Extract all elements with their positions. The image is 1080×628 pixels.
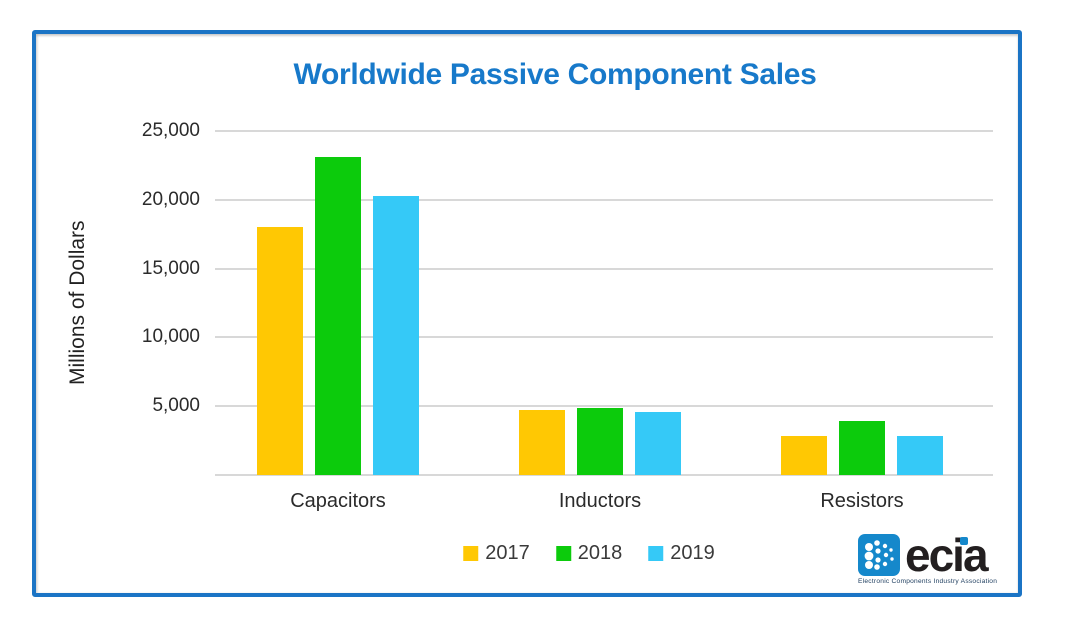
ecia-logo-i-dot [960, 536, 968, 545]
y-axis-title: Millions of Dollars [66, 220, 89, 386]
ecia-logo-text: ecia [905, 528, 989, 581]
chart-title: Worldwide Passive Component Sales [293, 58, 817, 91]
y-tick-label: 15,000 [141, 257, 200, 279]
gridline [215, 267, 993, 270]
ecia-logo-mark-icon [858, 534, 900, 576]
bar-capacitors-2018 [315, 157, 361, 475]
legend: 2017 2018 2019 [463, 542, 715, 565]
legend-label-2018: 2018 [577, 542, 623, 564]
bar-inductors-2017 [519, 410, 565, 475]
plot-area: 5,000 10,000 15,000 20,000 25,000 Capacitors I… [142, 120, 993, 512]
bar-resistors-2019 [897, 436, 943, 475]
gridline [215, 130, 993, 132]
legend-item-2018: 2018 [555, 542, 623, 565]
ecia-logo: ecia Electronic Components Industry Asso… [858, 532, 1010, 585]
legend-item-2019: 2019 [648, 542, 715, 565]
x-category-label: Capacitors [290, 490, 386, 512]
bar-inductors-2018 [577, 407, 623, 475]
x-category-label: Inductors [558, 490, 642, 512]
y-tick-label: 5,000 [152, 395, 200, 417]
bar-resistors-2017 [781, 436, 827, 475]
gridline [215, 474, 993, 476]
y-tick-label: 20,000 [141, 188, 200, 210]
legend-swatch-2017 [463, 546, 479, 561]
legend-swatch-2019 [648, 546, 664, 561]
legend-label-2017: 2017 [485, 542, 530, 564]
y-tick-label: 25,000 [141, 120, 200, 141]
gridline [215, 198, 993, 201]
ecia-logo-text-wrap: ecia [905, 532, 989, 578]
legend-item-2017: 2017 [463, 542, 530, 565]
legend-swatch-2018 [555, 546, 571, 561]
gridline [215, 336, 993, 339]
bar-capacitors-2019 [373, 195, 419, 475]
ecia-logo-row: ecia [858, 532, 989, 578]
ecia-logo-tagline: Electronic Components Industry Associati… [858, 578, 998, 585]
bar-resistors-2018 [839, 421, 885, 475]
chart-frame: Worldwide Passive Component Sales Millio… [32, 30, 1022, 597]
bar-capacitors-2017 [257, 227, 303, 475]
legend-label-2019: 2019 [670, 542, 715, 564]
y-tick-label: 10,000 [141, 326, 200, 348]
bar-inductors-2019 [635, 411, 681, 475]
gridline [215, 405, 993, 408]
x-category-label: Resistors [820, 490, 904, 512]
